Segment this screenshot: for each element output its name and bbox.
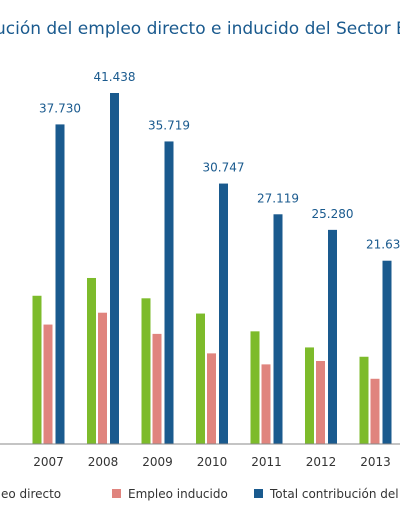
x-tick-label: 2007 <box>33 455 64 469</box>
x-tick-label: 2009 <box>142 455 173 469</box>
bar-directo-2009 <box>142 298 151 444</box>
bar-inducido-2008 <box>98 313 107 444</box>
bar-inducido-2009 <box>153 334 162 444</box>
x-tick-label: 2010 <box>197 455 228 469</box>
legend: pleo directo Empleo inducido Total contrib… <box>0 487 400 501</box>
bar-directo-2012 <box>305 347 314 444</box>
bar-inducido-2011 <box>262 364 271 444</box>
x-tick-label: 2008 <box>88 455 119 469</box>
data-label: 35.719 <box>148 118 190 132</box>
data-label: 41.438 <box>94 70 136 84</box>
bar-inducido-2007 <box>44 325 53 444</box>
legend-label: Empleo inducido <box>128 487 228 501</box>
bar-directo-2007 <box>33 296 42 444</box>
x-ticks: 200720082009201020112012201320 <box>33 455 400 469</box>
legend-swatch <box>112 489 121 498</box>
data-label: 27.119 <box>257 191 299 205</box>
legend-label: Total contribución del S <box>269 487 400 501</box>
bar-inducido-2013 <box>371 379 380 444</box>
chart-title: ución del empleo directo e inducido del … <box>0 19 400 39</box>
x-tick-label: 2013 <box>360 455 391 469</box>
bar-directo-2010 <box>196 314 205 444</box>
bar-directo-2011 <box>251 331 260 444</box>
bar-total-2009 <box>165 141 174 444</box>
bar-total-2013 <box>383 261 392 444</box>
x-tick-label: 2011 <box>251 455 282 469</box>
data-label: 37.730 <box>39 101 81 115</box>
bars-layer <box>33 93 400 444</box>
bar-inducido-2010 <box>207 353 216 444</box>
bar-total-2010 <box>219 184 228 444</box>
bar-total-2008 <box>110 93 119 444</box>
bar-inducido-2012 <box>316 361 325 444</box>
legend-swatch <box>254 489 263 498</box>
x-tick-label: 2012 <box>306 455 337 469</box>
data-label: 25.280 <box>312 207 354 221</box>
bar-total-2012 <box>328 230 337 444</box>
legend-label: pleo directo <box>0 487 61 501</box>
bar-total-2011 <box>274 214 283 444</box>
bar-total-2007 <box>56 124 65 444</box>
bar-directo-2013 <box>360 357 369 444</box>
bar-directo-2008 <box>87 278 96 444</box>
data-label: 21.639 <box>366 238 400 252</box>
data-label: 30.747 <box>203 161 245 175</box>
